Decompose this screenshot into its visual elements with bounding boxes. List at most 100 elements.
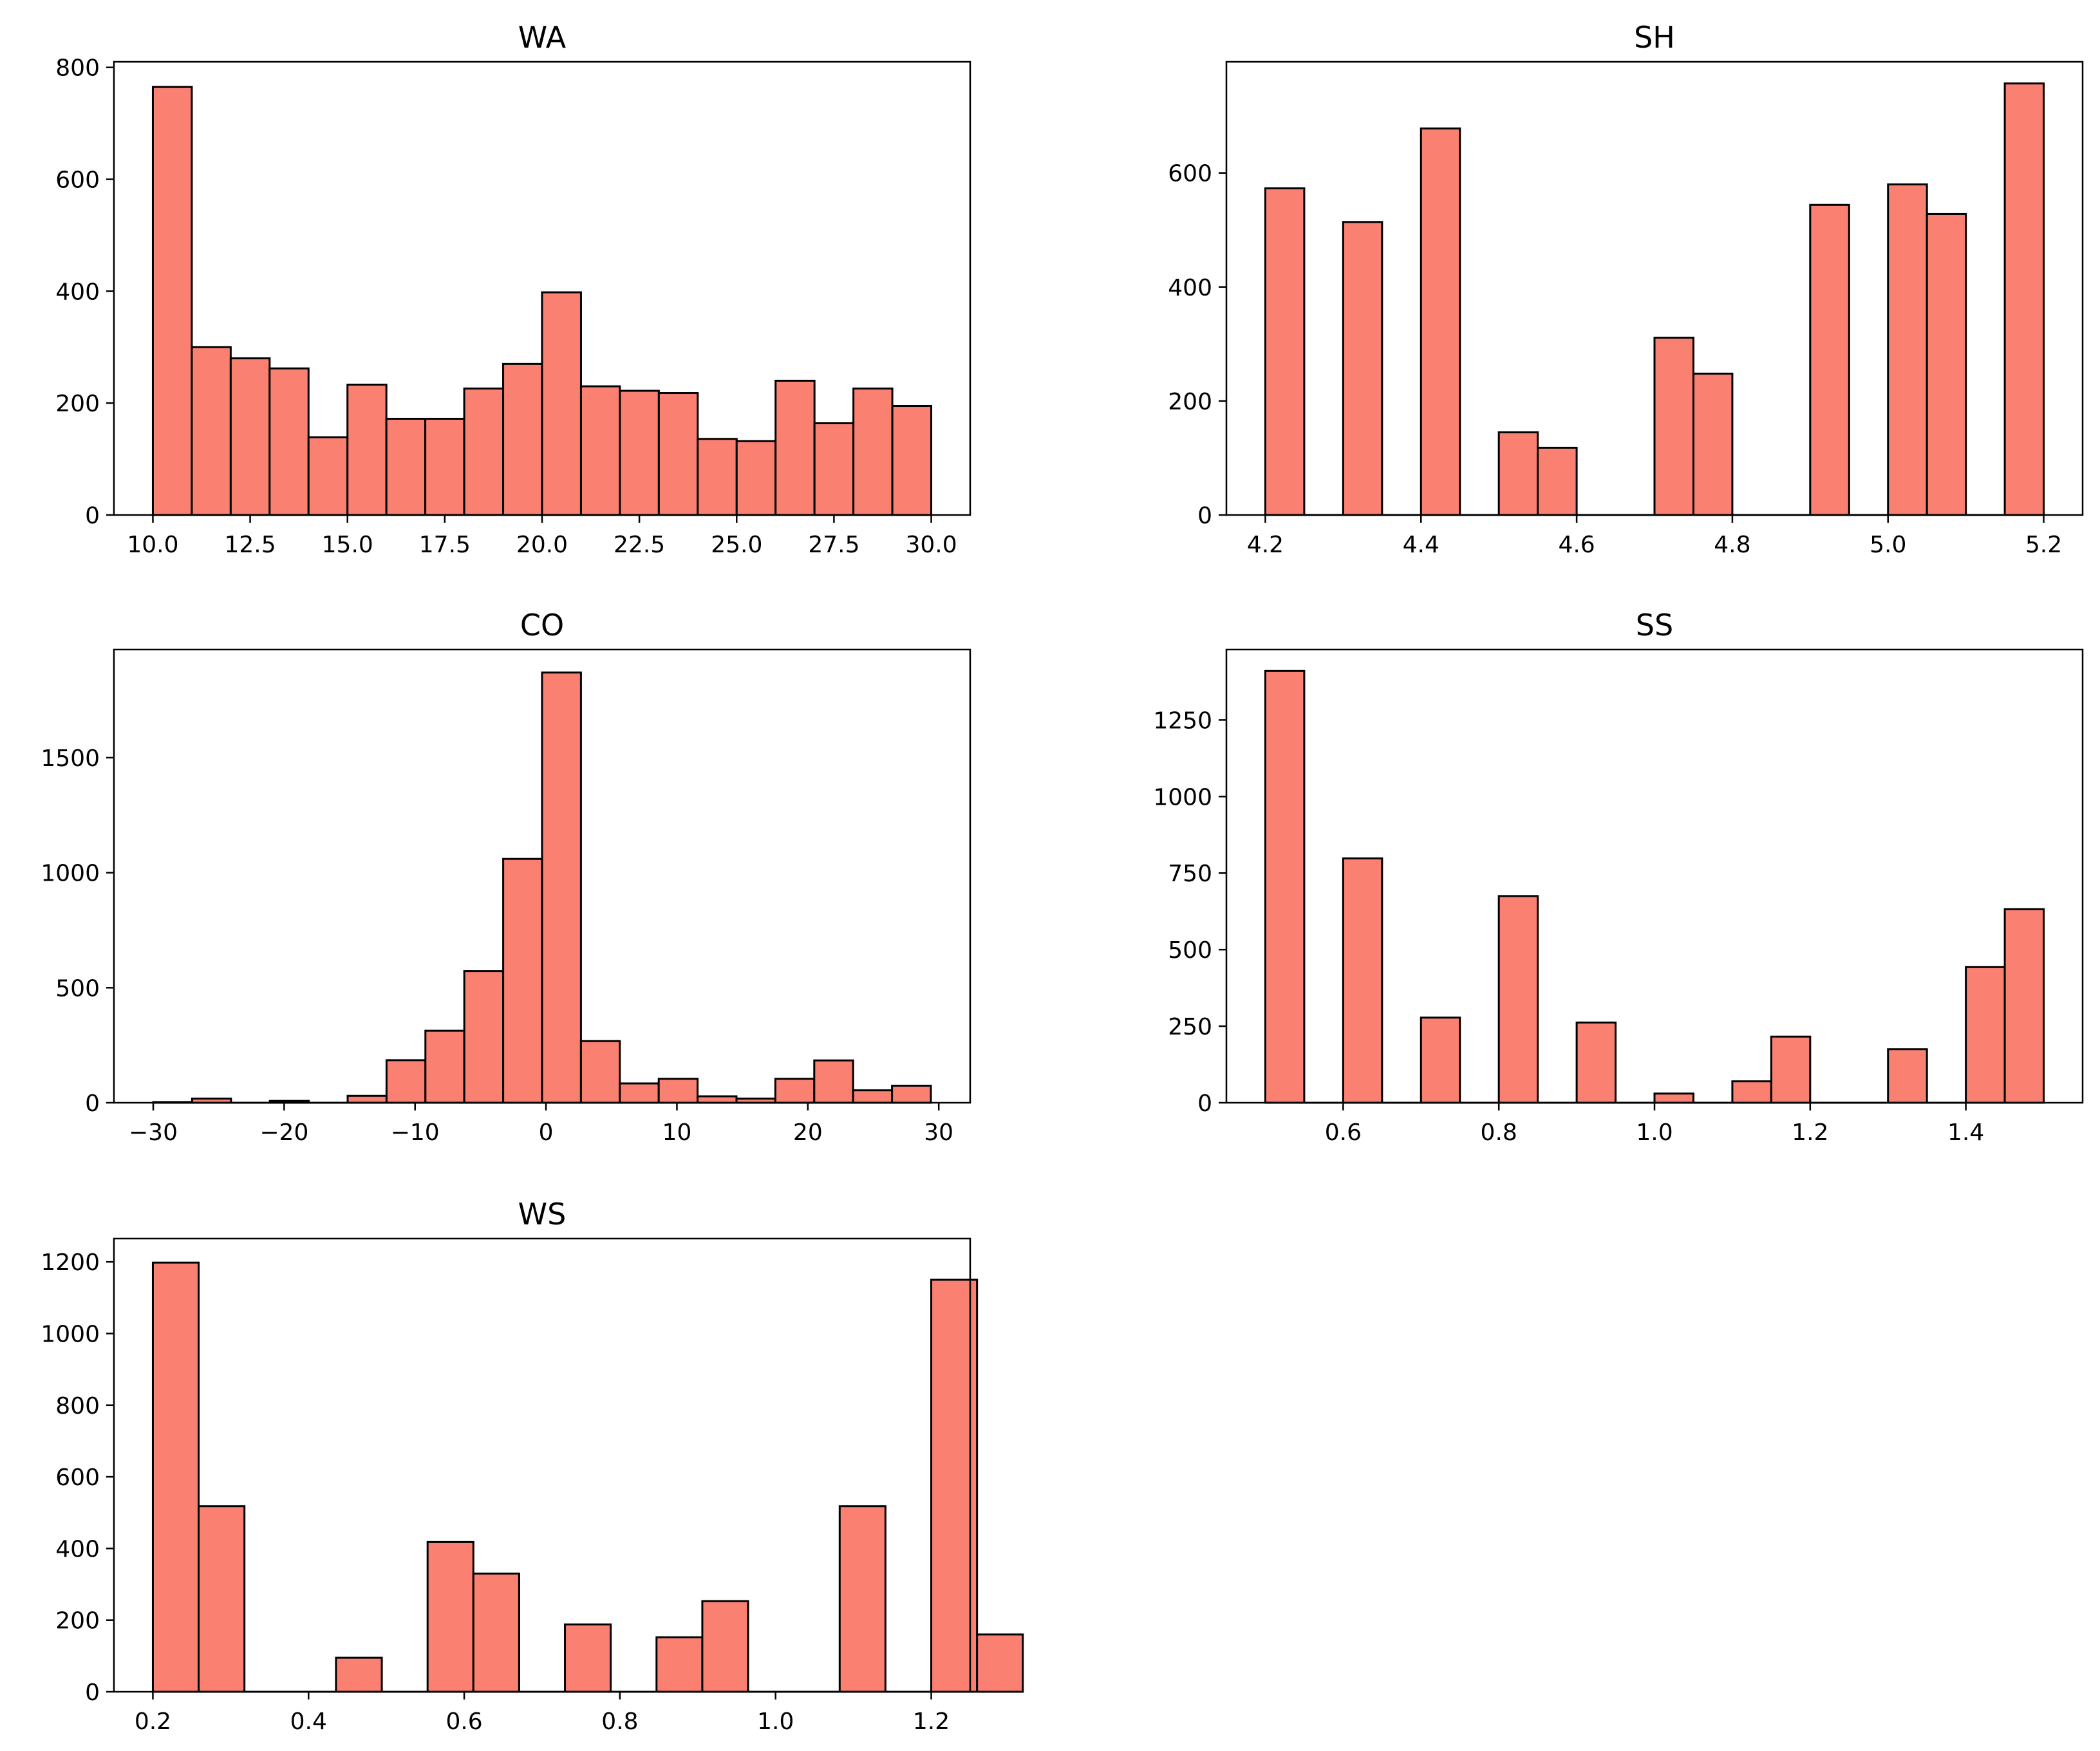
bar-wa: [229, 357, 271, 516]
bar-co: [579, 1040, 621, 1104]
x-tick-label: 4.2: [1247, 532, 1284, 558]
x-tick-label: 0.4: [290, 1709, 327, 1735]
y-tick-label: 600: [1168, 161, 1212, 187]
y-tick-label: 800: [55, 1393, 100, 1419]
bar-ws: [655, 1636, 704, 1693]
bar-ss: [1965, 966, 2006, 1104]
bar-ws: [838, 1505, 886, 1693]
y-tick-label: 0: [1197, 1091, 1212, 1117]
y-tick-label: 200: [55, 391, 100, 417]
y-tick-label: 800: [55, 55, 100, 82]
y-tick-label: 500: [55, 975, 100, 1002]
bar-ss: [1653, 1092, 1694, 1104]
x-tick-label: 20: [793, 1119, 823, 1146]
bar-wa: [891, 405, 933, 516]
y-tick-label: 200: [55, 1608, 100, 1634]
x-tick-label: 0: [539, 1119, 554, 1146]
bar-ws: [976, 1633, 1024, 1693]
bar-wa: [346, 383, 388, 516]
x-tick-label: 1.2: [913, 1709, 950, 1735]
y-tick-label: 400: [1168, 275, 1212, 301]
y-tick-label: 500: [1168, 937, 1212, 964]
bar-sh: [1264, 187, 1306, 516]
panel-wa: 10.0 12.5 15.0 17.5 20.0 22.5 25.0 27.5 30.0 0 200…: [55, 20, 971, 558]
x-tick-label: −20: [259, 1119, 308, 1146]
x-tick-label: 10: [662, 1119, 692, 1146]
axes-frame: [1225, 61, 2084, 516]
bar-ss: [1887, 1048, 1928, 1104]
x-tick-label: 17.5: [419, 532, 471, 558]
chart-title-ss: SS: [1636, 608, 1673, 642]
x-tick-label: 1.4: [1947, 1119, 1984, 1146]
bar-ss: [1770, 1035, 1812, 1104]
y-tick-label: 0: [1197, 503, 1212, 529]
bar-co: [813, 1059, 854, 1104]
panel-co: −30 −20 −10 0 10 20 30 0 500 1000 1500 CO: [41, 608, 971, 1146]
bar-sh: [1497, 431, 1539, 516]
bar-sh: [1420, 127, 1461, 516]
bar-co: [619, 1082, 660, 1104]
y-tick-label: 250: [1168, 1014, 1212, 1040]
bar-co: [891, 1085, 932, 1104]
y-tick-label: 1000: [41, 861, 100, 887]
x-tick-label: 0.2: [135, 1709, 171, 1735]
x-tick-label: 30: [924, 1119, 953, 1146]
bar-wa: [774, 379, 816, 516]
bar-wa: [619, 389, 660, 516]
bar-wa: [385, 418, 427, 516]
bar-co: [424, 1029, 465, 1104]
bar-co: [697, 1095, 738, 1104]
x-tick-label: 30.0: [905, 532, 957, 558]
x-tick-label: 10.0: [127, 532, 178, 558]
chart-title-wa: WA: [518, 20, 567, 55]
bar-sh: [1692, 372, 1734, 516]
x-tick-label: 1.0: [1636, 1119, 1673, 1146]
bar-ss: [1420, 1016, 1461, 1104]
panel-sh: 4.2 4.4 4.6 4.8 5.0 5.2 0 200 400 600 SH: [1168, 20, 2084, 558]
bar-sh: [2003, 82, 2045, 516]
x-tick-label: 15.0: [322, 532, 373, 558]
bar-co: [463, 970, 505, 1104]
x-tick-label: 22.5: [614, 532, 665, 558]
bar-wa: [541, 291, 582, 516]
y-tick-label: 1000: [41, 1321, 100, 1347]
x-tick-label: 5.0: [1870, 532, 1906, 558]
bar-wa: [697, 438, 738, 516]
x-tick-label: 5.2: [2025, 532, 2062, 558]
bar-wa: [424, 418, 465, 516]
chart-title-co: CO: [520, 608, 564, 642]
bar-wa: [813, 422, 855, 516]
bar-wa: [191, 346, 232, 516]
bar-co: [657, 1078, 699, 1104]
x-tick-label: 0.8: [601, 1709, 638, 1735]
bar-ws: [151, 1261, 200, 1693]
bar-ss: [1497, 895, 1539, 1104]
bar-ss: [1731, 1080, 1772, 1104]
x-tick-label: −30: [129, 1119, 178, 1146]
y-tick-label: 0: [85, 1091, 100, 1117]
x-tick-label: 4.6: [1558, 532, 1595, 558]
x-tick-label: 0.8: [1481, 1119, 1517, 1146]
bar-wa: [502, 362, 543, 516]
y-tick-label: 0: [85, 1680, 100, 1706]
bar-co: [502, 857, 543, 1104]
y-tick-label: 1200: [41, 1250, 100, 1276]
bar-ss: [1264, 670, 1306, 1104]
bar-co: [852, 1089, 894, 1104]
axes-frame: [113, 648, 971, 1104]
y-tick-label: 1500: [41, 745, 100, 772]
y-tick-label: 400: [55, 1536, 100, 1562]
bar-sh: [1809, 203, 1850, 516]
bar-ws: [472, 1572, 520, 1693]
y-tick-label: 600: [55, 1465, 100, 1491]
y-tick-label: 400: [55, 279, 100, 305]
x-tick-label: 1.0: [757, 1709, 794, 1735]
bar-wa: [579, 385, 621, 516]
bar-sh: [1342, 221, 1383, 516]
x-tick-label: 1.2: [1792, 1119, 1828, 1146]
y-tick-label: 750: [1168, 861, 1212, 887]
bar-sh: [1887, 183, 1928, 516]
panel-ws: 0.2 0.4 0.6 0.8 1.0 1.2 0 200 400 600 800 1000 1200 W…: [41, 1197, 1024, 1735]
bar-wa: [657, 392, 699, 516]
